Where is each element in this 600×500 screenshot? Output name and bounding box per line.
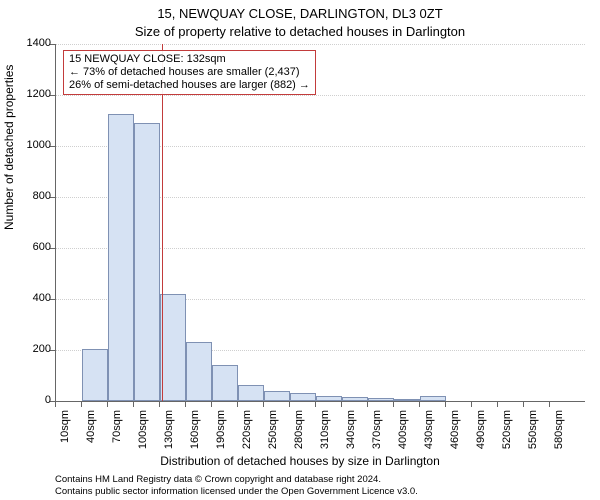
histogram-bar: [290, 393, 316, 401]
x-tick-label: 130sqm: [163, 410, 175, 456]
x-tick-label: 580sqm: [553, 410, 565, 456]
x-tick-mark: [497, 402, 498, 407]
x-tick-label: 340sqm: [345, 410, 357, 456]
x-tick-mark: [549, 402, 550, 407]
x-tick-label: 10sqm: [59, 410, 71, 456]
x-tick-mark: [471, 402, 472, 407]
histogram-bar: [186, 342, 212, 401]
x-tick-mark: [523, 402, 524, 407]
chart-root: 15, NEWQUAY CLOSE, DARLINGTON, DL3 0ZT S…: [0, 0, 600, 500]
property-divider-line: [162, 44, 163, 401]
callout-box: 15 NEWQUAY CLOSE: 132sqm ← 73% of detach…: [63, 50, 316, 95]
y-tick-label: 800: [11, 190, 51, 202]
histogram-bar: [420, 396, 446, 401]
attribution-text: Contains HM Land Registry data © Crown c…: [55, 474, 418, 498]
histogram-bar: [264, 391, 290, 401]
x-tick-label: 100sqm: [137, 410, 149, 456]
histogram-bar: [316, 396, 342, 401]
x-tick-label: 250sqm: [267, 410, 279, 456]
chart-title-line2: Size of property relative to detached ho…: [0, 24, 600, 39]
histogram-bar: [134, 123, 160, 401]
x-tick-label: 280sqm: [293, 410, 305, 456]
x-tick-label: 550sqm: [527, 410, 539, 456]
attribution-line2: Contains public sector information licen…: [55, 486, 418, 498]
grid-line: [56, 95, 585, 96]
x-tick-mark: [419, 402, 420, 407]
x-tick-mark: [393, 402, 394, 407]
histogram-bar: [238, 385, 264, 401]
x-tick-mark: [159, 402, 160, 407]
x-tick-label: 40sqm: [85, 410, 97, 456]
y-tick-label: 1000: [11, 139, 51, 151]
histogram-bar: [368, 398, 394, 401]
x-tick-label: 220sqm: [241, 410, 253, 456]
x-tick-mark: [263, 402, 264, 407]
x-tick-mark: [185, 402, 186, 407]
x-tick-mark: [133, 402, 134, 407]
y-tick-label: 1400: [11, 37, 51, 49]
y-tick-label: 600: [11, 241, 51, 253]
y-tick-label: 1200: [11, 88, 51, 100]
histogram-bar: [82, 349, 108, 401]
x-tick-mark: [237, 402, 238, 407]
x-tick-mark: [445, 402, 446, 407]
x-tick-mark: [367, 402, 368, 407]
x-tick-label: 190sqm: [215, 410, 227, 456]
histogram-bar: [394, 399, 420, 401]
x-tick-label: 400sqm: [397, 410, 409, 456]
callout-line1: 15 NEWQUAY CLOSE: 132sqm: [69, 53, 310, 66]
x-tick-label: 520sqm: [501, 410, 513, 456]
x-tick-mark: [211, 402, 212, 407]
y-tick-label: 400: [11, 292, 51, 304]
histogram-bar: [160, 294, 186, 401]
x-tick-mark: [81, 402, 82, 407]
x-tick-mark: [107, 402, 108, 407]
grid-line: [56, 44, 585, 45]
histogram-bar: [342, 397, 368, 401]
chart-title-line1: 15, NEWQUAY CLOSE, DARLINGTON, DL3 0ZT: [0, 6, 600, 21]
x-tick-label: 460sqm: [449, 410, 461, 456]
histogram-bar: [108, 114, 134, 401]
x-tick-label: 160sqm: [189, 410, 201, 456]
x-tick-label: 490sqm: [475, 410, 487, 456]
x-axis-title: Distribution of detached houses by size …: [0, 454, 600, 468]
callout-line3: 26% of semi-detached houses are larger (…: [69, 79, 310, 92]
x-tick-mark: [55, 402, 56, 407]
y-tick-label: 200: [11, 343, 51, 355]
y-tick-label: 0: [11, 394, 51, 406]
callout-line2: ← 73% of detached houses are smaller (2,…: [69, 66, 310, 79]
x-tick-label: 310sqm: [319, 410, 331, 456]
histogram-bar: [212, 365, 238, 401]
x-tick-label: 370sqm: [371, 410, 383, 456]
x-tick-label: 70sqm: [111, 410, 123, 456]
x-tick-mark: [315, 402, 316, 407]
x-tick-mark: [289, 402, 290, 407]
attribution-line1: Contains HM Land Registry data © Crown c…: [55, 474, 418, 486]
x-tick-mark: [341, 402, 342, 407]
x-tick-label: 430sqm: [423, 410, 435, 456]
plot-area: [55, 44, 585, 402]
